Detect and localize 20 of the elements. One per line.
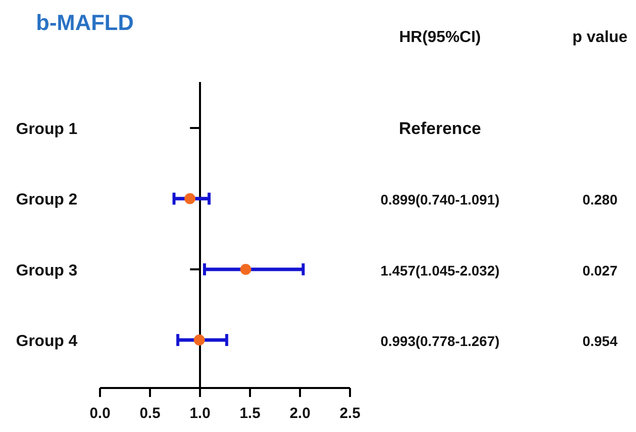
x-tick-label: 1.5 (240, 405, 260, 422)
data-label: 1.457(1.045-2.032) (380, 262, 500, 278)
y-tick-label: Group 1 (16, 121, 78, 138)
data-label: 0.993(0.778-1.267) (380, 333, 500, 349)
x-tick-label: 2.5 (340, 405, 360, 422)
data-label: 0.899(0.740-1.091) (380, 192, 500, 208)
text: HR(95%CI) (399, 29, 481, 46)
chart-title: b-MAFLD (36, 10, 134, 35)
text: 0.954 (582, 333, 618, 349)
x-tick-label: 2.0 (290, 405, 310, 422)
x-tick-label: 0.5 (140, 405, 160, 422)
y-tick-label: Group 2 (16, 192, 78, 209)
x-tick-label: 0.0 (90, 405, 110, 422)
text: Reference (398, 119, 482, 138)
text: p value (572, 29, 628, 46)
x-tick-label: 1.0 (190, 405, 210, 422)
text: 0.027 (582, 262, 618, 278)
text: 0.280 (582, 192, 618, 208)
y-tick-label: Group 4 (16, 333, 78, 350)
y-tick-label: Group 3 (16, 262, 78, 280)
